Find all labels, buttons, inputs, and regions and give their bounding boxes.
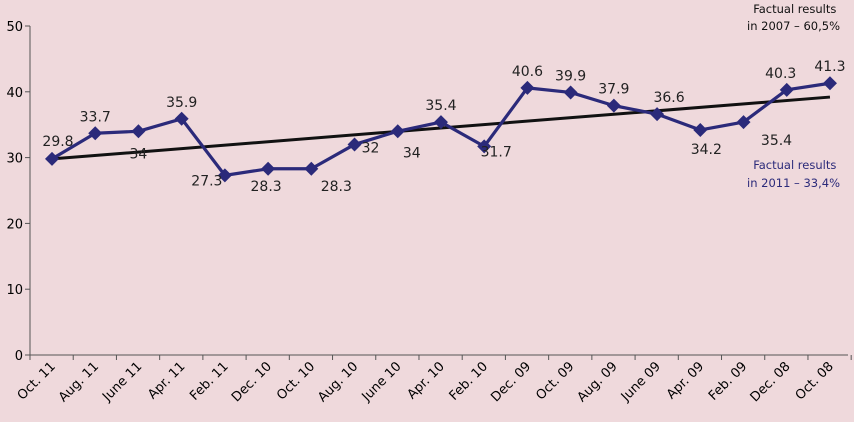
data-point <box>520 80 535 95</box>
data-label: 28.3 <box>251 179 282 195</box>
y-tick-label: 10 <box>6 283 23 298</box>
data-labels: 29.8 33.7 34 35.9 27.3 28.3 28.3 32 34 35.4 31.7 40… <box>42 59 845 195</box>
data-point <box>88 126 103 141</box>
data-point <box>477 139 492 154</box>
annotation-2007-line-1: Factual results <box>753 2 836 16</box>
y-ticks: 0 10 20 30 40 50 <box>6 20 30 364</box>
data-label: 34 <box>130 146 148 162</box>
data-label: 40.6 <box>512 64 543 80</box>
x-tick-label: Dec. 10 <box>229 359 275 405</box>
y-tick-label: 40 <box>6 86 23 101</box>
x-tick-label: Oct. 11 <box>15 359 59 403</box>
x-tick-label: Oct. 09 <box>533 359 577 403</box>
data-point <box>606 98 621 113</box>
x-tick-label: Oct. 08 <box>793 359 837 403</box>
data-label: 36.6 <box>653 90 684 106</box>
annotation-2007: Factual results in 2007 – 60,5% <box>747 2 840 33</box>
data-point <box>174 111 189 126</box>
x-tick-label: Aug. 10 <box>315 359 361 405</box>
y-tick-label: 20 <box>6 217 23 232</box>
x-tick-label: Feb. 11 <box>187 359 231 403</box>
x-tick-label: Oct. 10 <box>274 359 318 403</box>
data-point <box>779 82 794 97</box>
x-tick-label: Apr. 10 <box>405 359 448 402</box>
data-point <box>261 161 276 176</box>
annotation-2011-line-2: in 2011 – 33,4% <box>747 176 840 190</box>
data-point <box>45 151 59 166</box>
x-tick-label: Apr. 09 <box>664 359 707 402</box>
data-label: 28.3 <box>321 179 352 195</box>
data-label: 40.3 <box>765 66 796 82</box>
data-label: 27.3 <box>191 173 222 189</box>
data-point <box>217 168 232 183</box>
data-point <box>433 115 448 130</box>
data-label: 39.9 <box>555 68 586 84</box>
series-markers <box>45 76 837 183</box>
x-tick-label: Aug. 11 <box>56 359 102 405</box>
data-point <box>693 122 708 137</box>
data-label: 35.9 <box>166 95 197 111</box>
data-label: 32 <box>362 140 380 156</box>
x-tick-label: June 09 <box>618 359 664 405</box>
data-label: 35.4 <box>425 98 456 114</box>
data-label: 34 <box>403 145 421 161</box>
x-tick-label: Feb. 09 <box>706 359 750 403</box>
data-point <box>736 115 751 130</box>
data-point <box>304 161 319 176</box>
data-label: 35.4 <box>761 133 792 149</box>
annotation-2007-line-2: in 2007 – 60,5% <box>747 19 840 33</box>
x-tick-label: June 11 <box>99 359 145 405</box>
x-tick-label: Dec. 09 <box>488 359 534 405</box>
x-tick-label: Aug. 09 <box>575 359 621 405</box>
x-tick-label: Dec. 08 <box>748 359 794 405</box>
data-point <box>822 76 837 91</box>
annotation-2011-line-1: Factual results <box>753 158 836 172</box>
data-point <box>390 124 405 139</box>
y-tick-label: 0 <box>15 349 23 364</box>
data-point <box>650 107 665 122</box>
data-label: 37.9 <box>598 82 629 98</box>
data-point <box>563 85 578 100</box>
data-label: 41.3 <box>814 59 845 75</box>
data-label: 29.8 <box>42 134 73 150</box>
data-label: 31.7 <box>481 144 512 160</box>
x-tick-label: June 10 <box>359 359 405 405</box>
y-tick-label: 30 <box>6 152 23 167</box>
x-tick-label: Feb. 10 <box>447 359 491 403</box>
data-label: 34.2 <box>691 142 722 158</box>
data-point <box>347 137 362 152</box>
data-point <box>131 124 146 139</box>
x-tick-label: Apr. 11 <box>145 359 188 402</box>
annotation-2011: Factual results in 2011 – 33,4% <box>747 158 840 190</box>
y-tick-label: 50 <box>6 20 23 35</box>
data-label: 33.7 <box>80 109 111 125</box>
